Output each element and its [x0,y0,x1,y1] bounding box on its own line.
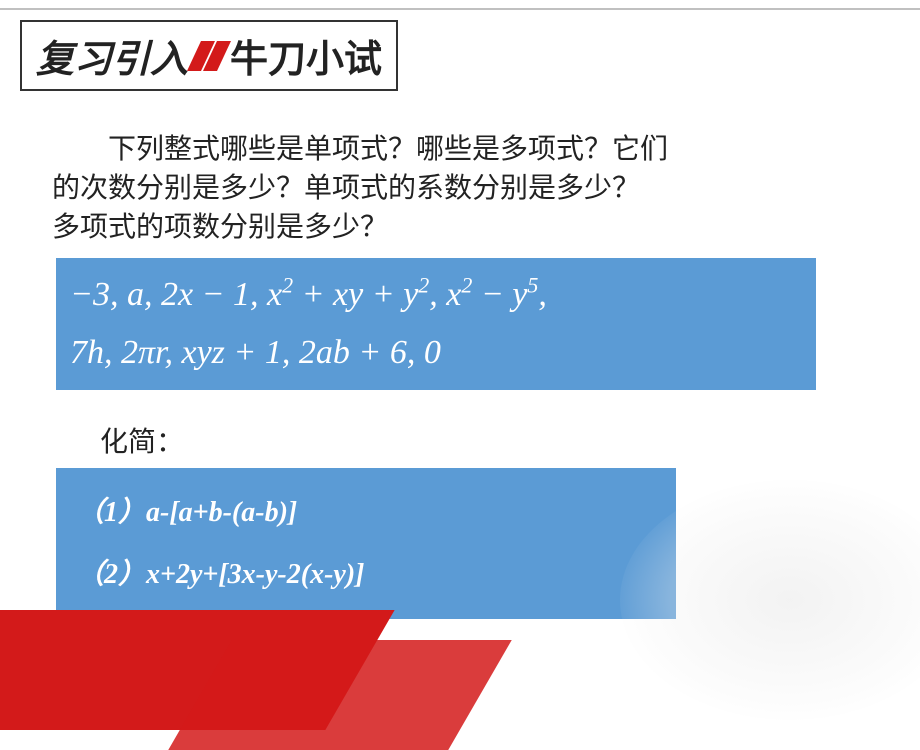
question-line1: 下列整式哪些是单项式？哪些是多项式？它们 [52,130,860,169]
header-part2: 牛刀小试 [230,28,382,83]
expressions-row2: 7h, 2πr, xyz + 1, 2ab + 6, 0 [70,324,802,382]
question-block: 下列整式哪些是单项式？哪些是多项式？它们 的次数分别是多少？单项式的系数分别是多… [52,130,860,248]
simplify-label: 化简： [100,420,184,460]
section-header: 复习引入 牛刀小试 [20,20,398,91]
question-line3: 多项式的项数分别是多少？ [52,208,860,247]
question-line2: 的次数分别是多少？单项式的系数分别是多少？ [52,169,860,208]
header-accent-icon [192,41,226,71]
simplify-item1: （1）a-[a+b-(a-b)] [76,482,656,544]
simplify-item2: （2）x+2y+[3x-y-2(x-y)] [76,544,656,606]
expressions-row1: −3, a, 2x − 1, x2 + xy + y2, x2 − y5, [70,266,802,324]
simplify-box: （1）a-[a+b-(a-b)] （2）x+2y+[3x-y-2(x-y)] [56,468,676,619]
header-part1: 复习引入 [36,28,188,83]
top-divider [0,8,920,10]
expressions-box: −3, a, 2x − 1, x2 + xy + y2, x2 − y5, 7h… [56,258,816,390]
